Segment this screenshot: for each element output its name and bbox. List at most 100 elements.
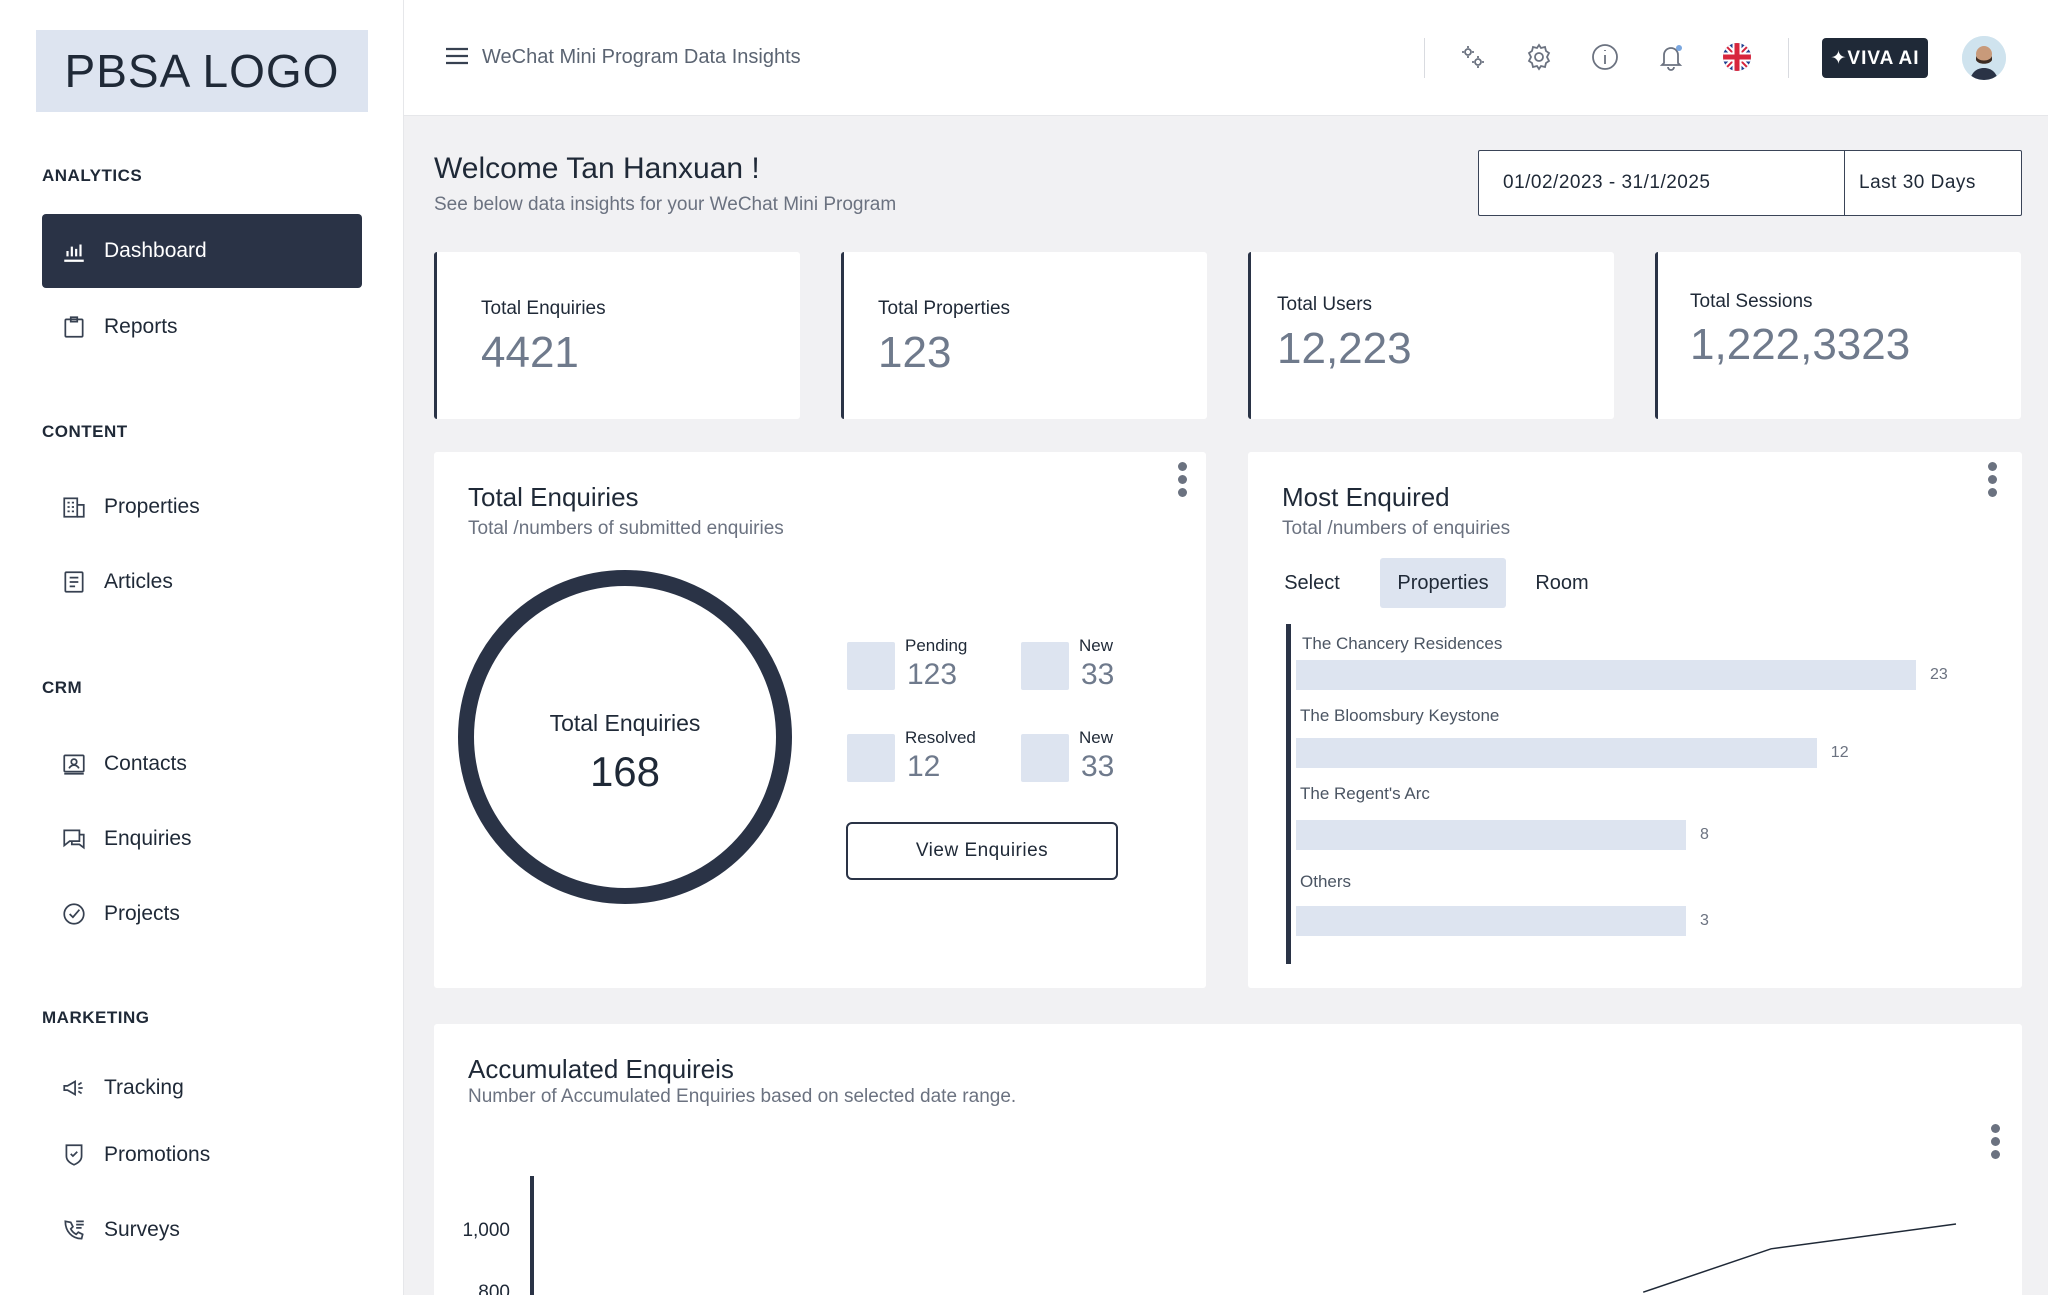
document-icon [60, 568, 88, 596]
menu-icon[interactable] [444, 44, 470, 68]
sidebar-item-label: Tracking [104, 1076, 184, 1099]
legend-label: Resolved [905, 728, 976, 747]
enquiries-donut [458, 570, 792, 904]
building-icon [60, 493, 88, 521]
stat-label: Total Properties [878, 298, 1011, 319]
panel-title: Accumulated Enquireis [468, 1054, 734, 1084]
accumulated-line-chart: 1,000 800 [462, 1176, 1957, 1295]
welcome-subtitle: See below data insights for your WeChat … [434, 194, 897, 215]
tab-properties[interactable]: Properties [1380, 558, 1506, 608]
sidebar-item-dashboard[interactable]: Dashboard [42, 214, 362, 288]
date-range-value[interactable]: 01/02/2023 - 31/1/2025 [1479, 151, 1845, 215]
stat-label: Total Sessions [1690, 291, 1813, 312]
donut-value: 168 [589, 748, 661, 795]
panel-title: Total Enquiries [468, 482, 639, 512]
settings-cogs-icon[interactable] [1456, 40, 1490, 74]
sidebar-item-label: Contacts [104, 752, 187, 775]
total-enquiries-panel: Total Enquiries Total /numbers of submit… [434, 452, 1206, 988]
check-circle-icon [60, 900, 88, 928]
stat-value: 123 [878, 328, 952, 377]
contact-card-icon [60, 750, 88, 778]
bar[interactable] [1296, 738, 1817, 768]
header-divider [1424, 38, 1425, 78]
sidebar-item-articles[interactable]: Articles [42, 545, 362, 619]
sidebar-item-contacts[interactable]: Contacts [42, 727, 362, 801]
sidebar-item-label: Surveys [104, 1218, 180, 1241]
stat-label: Total Enquiries [481, 298, 606, 319]
y-tick-label: 1,000 [462, 1220, 510, 1241]
bar-label: The Chancery Residences [1302, 634, 1503, 653]
sidebar-item-surveys[interactable]: Surveys [42, 1193, 362, 1267]
avatar[interactable] [1962, 36, 2006, 80]
legend-label: New [1079, 636, 1114, 655]
page-title: WeChat Mini Program Data Insights [482, 46, 801, 68]
sidebar-item-label: Projects [104, 902, 180, 925]
stat-card-sessions: Total Sessions 1,222,3323 [1655, 252, 2021, 419]
bar[interactable] [1296, 660, 1916, 690]
gear-icon[interactable] [1522, 40, 1556, 74]
date-preset-select[interactable]: Last 30 Days [1859, 172, 1976, 193]
viva-ai-button[interactable]: ✦VIVA AI [1822, 38, 1928, 78]
sidebar-item-projects[interactable]: Projects [42, 877, 362, 951]
legend-swatch [847, 642, 895, 690]
bar-value-label: 8 [1700, 826, 1709, 843]
most-enquired-panel: Most Enquired Total /numbers of enquirie… [1248, 452, 2022, 988]
phone-list-icon [60, 1216, 88, 1244]
section-label-analytics: ANALYTICS [42, 166, 143, 185]
chat-icon [60, 825, 88, 853]
bar-label: The Bloomsbury Keystone [1300, 706, 1500, 725]
y-tick-label: 800 [478, 1282, 510, 1295]
shield-check-icon [60, 1141, 88, 1169]
sidebar-item-reports[interactable]: Reports [42, 290, 362, 364]
header-divider [1788, 38, 1789, 78]
legend-swatch [1021, 734, 1069, 782]
sidebar: PBSA LOGO ANALYTICS Dashboard Reports CO… [0, 0, 404, 1295]
legend-label: Pending [905, 636, 968, 655]
info-icon[interactable] [1588, 40, 1622, 74]
bar[interactable] [1296, 906, 1686, 936]
series-line [1642, 1223, 1957, 1293]
clipboard-icon [60, 313, 88, 341]
uk-flag-icon[interactable] [1720, 40, 1754, 74]
legend-value: 33 [1081, 658, 1115, 691]
stat-value: 4421 [481, 328, 579, 377]
sidebar-item-tracking[interactable]: Tracking [42, 1051, 362, 1125]
section-label-marketing: MARKETING [42, 1008, 150, 1027]
tab-room[interactable]: Room [1535, 571, 1589, 594]
megaphone-icon [60, 1074, 88, 1102]
bar[interactable] [1296, 820, 1686, 850]
legend-swatch [847, 734, 895, 782]
welcome-title: Welcome Tan Hanxuan ! [434, 152, 760, 185]
legend-label: New [1079, 728, 1114, 747]
panel-title: Most Enquired [1282, 482, 1450, 512]
bar-label: Others [1300, 872, 1352, 891]
accumulated-enquiries-panel: Accumulated Enquireis Number of Accumula… [434, 1024, 2022, 1295]
section-label-content: CONTENT [42, 422, 128, 441]
more-options-icon[interactable] [1985, 462, 1999, 500]
panel-subtitle: Number of Accumulated Enquiries based on… [468, 1086, 1017, 1107]
tab-select[interactable]: Select [1284, 571, 1340, 594]
stat-value: 12,223 [1277, 324, 1412, 373]
stat-label: Total Users [1277, 294, 1373, 315]
panel-subtitle: Total /numbers of enquiries [1282, 518, 1511, 539]
section-label-crm: CRM [42, 678, 83, 697]
bar-chart-axis [1286, 624, 1291, 964]
date-range-picker[interactable]: 01/02/2023 - 31/1/2025 Last 30 Days [1478, 150, 2022, 216]
sidebar-item-promotions[interactable]: Promotions [42, 1118, 362, 1192]
more-options-icon[interactable] [1175, 462, 1189, 500]
more-options-icon[interactable] [1988, 1124, 2002, 1162]
sidebar-item-enquiries[interactable]: Enquiries [42, 802, 362, 876]
bar-chart-icon [60, 237, 88, 265]
top-header: WeChat Mini Program Data Insights ✦VIVA … [404, 0, 2048, 116]
bar-value-label: 23 [1930, 666, 1948, 683]
bell-icon[interactable] [1654, 40, 1688, 74]
view-enquiries-button[interactable]: View Enquiries [846, 822, 1118, 880]
legend-value: 123 [907, 658, 958, 691]
sidebar-item-properties[interactable]: Properties [42, 470, 362, 544]
sidebar-item-label: Properties [104, 495, 200, 518]
stat-card-properties: Total Properties 123 [841, 252, 1207, 419]
donut-label: Total Enquiries [549, 710, 701, 736]
sidebar-item-label: Dashboard [104, 239, 207, 262]
sidebar-item-label: Enquiries [104, 827, 192, 850]
bar-value-label: 3 [1700, 912, 1709, 929]
